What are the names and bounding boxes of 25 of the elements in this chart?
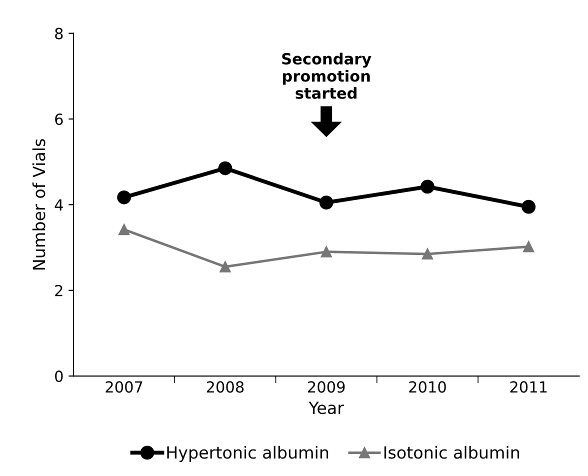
point bbox=[319, 196, 334, 210]
x-tick-label: 2011 bbox=[510, 381, 547, 393]
x-tick-label: 2010 bbox=[409, 381, 446, 393]
point bbox=[420, 180, 434, 194]
point bbox=[117, 190, 132, 204]
legend-label: Isotonic albumin bbox=[384, 446, 519, 459]
legend-label: Hypertonic albumin bbox=[167, 446, 328, 462]
x-axis-title: Year bbox=[308, 402, 344, 414]
x-tick-label: 2008 bbox=[206, 381, 244, 393]
y-tick-label: 0 bbox=[55, 370, 63, 382]
y-tick-label: 4 bbox=[54, 199, 63, 210]
point bbox=[422, 248, 434, 260]
y-tick-label: 2 bbox=[55, 284, 62, 296]
point bbox=[218, 161, 232, 176]
y-axis-title: Number of Vials bbox=[32, 139, 46, 270]
x-tick-label: 2007 bbox=[106, 381, 142, 393]
point bbox=[522, 200, 536, 214]
point bbox=[220, 261, 231, 272]
point bbox=[320, 246, 332, 258]
point bbox=[118, 224, 130, 236]
y-tick-label: 6 bbox=[55, 113, 63, 126]
annotation: Secondary promotion started bbox=[282, 52, 372, 99]
y-tick-label: 8 bbox=[55, 28, 63, 40]
point bbox=[523, 241, 534, 252]
x-tick-label: 2009 bbox=[308, 381, 345, 393]
